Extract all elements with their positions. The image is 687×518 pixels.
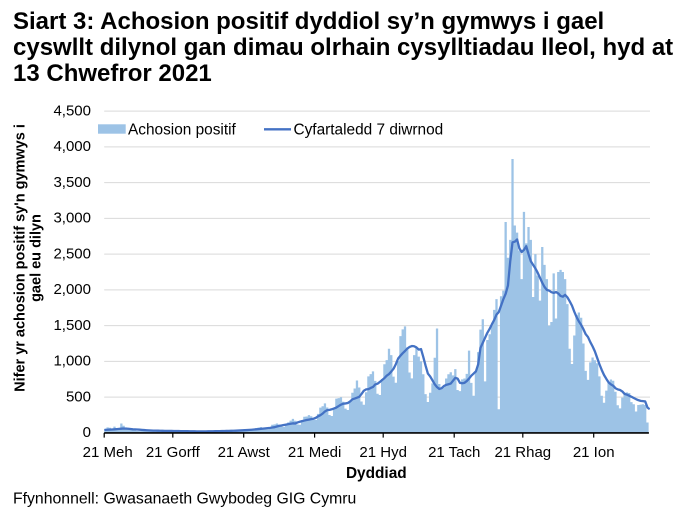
svg-text:13 Chwefror 2021: 13 Chwefror 2021 <box>13 60 212 87</box>
svg-text:21 Hyd: 21 Hyd <box>359 444 407 461</box>
svg-text:21 Tach: 21 Tach <box>428 444 480 461</box>
svg-text:Cyfartaledd 7 diwrnod: Cyfartaledd 7 diwrnod <box>294 121 444 138</box>
svg-text:500: 500 <box>66 388 91 405</box>
svg-text:cyswllt dilynol gan dimau olrh: cyswllt dilynol gan dimau olrhain cysyll… <box>13 34 673 61</box>
svg-text:Dyddiad: Dyddiad <box>346 465 407 482</box>
svg-text:1,500: 1,500 <box>53 317 91 334</box>
svg-text:0: 0 <box>83 424 91 441</box>
svg-text:Nifer yr achosion positif sy'n: Nifer yr achosion positif sy'n gymwys i <box>13 124 29 392</box>
svg-text:2,000: 2,000 <box>53 281 91 298</box>
svg-text:gael eu dilyn: gael eu dilyn <box>29 214 45 302</box>
svg-text:4,000: 4,000 <box>53 138 91 155</box>
svg-text:3,000: 3,000 <box>53 210 91 227</box>
svg-text:Achosion positif: Achosion positif <box>128 121 237 138</box>
svg-text:Siart 3: Achosion positif dydd: Siart 3: Achosion positif dyddiol sy’n g… <box>13 8 604 35</box>
svg-text:Ffynhonnell: Gwasanaeth Gwybod: Ffynhonnell: Gwasanaeth Gwybodeg GIG Cym… <box>13 491 356 508</box>
svg-text:21 Gorff: 21 Gorff <box>146 444 201 461</box>
svg-text:1,000: 1,000 <box>53 353 91 370</box>
svg-text:2,500: 2,500 <box>53 245 91 262</box>
svg-text:21 Rhag: 21 Rhag <box>494 444 551 461</box>
svg-text:21 Ion: 21 Ion <box>573 444 615 461</box>
svg-text:21 Medi: 21 Medi <box>288 444 341 461</box>
svg-text:4,500: 4,500 <box>53 102 91 119</box>
svg-text:21 Meh: 21 Meh <box>83 444 133 461</box>
svg-text:21 Awst: 21 Awst <box>218 444 271 461</box>
svg-text:3,500: 3,500 <box>53 174 91 191</box>
